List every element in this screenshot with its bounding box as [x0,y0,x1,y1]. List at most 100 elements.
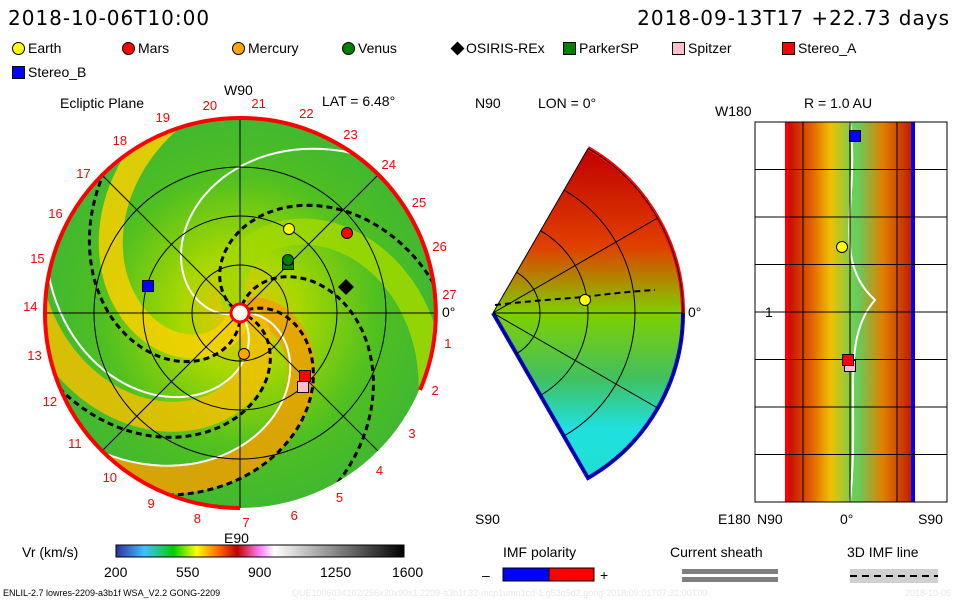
legend-label: Spitzer [688,40,732,56]
footer-model: ENLIL-2.7 lowres-2209-a3b1f WSA_V2.2 GON… [3,588,221,598]
radial-axis-0: 0° [840,511,854,527]
ecliptic-top-label: W90 [224,82,253,98]
day-label: 1 [444,336,452,352]
meridional-right-label: 0° [688,304,702,320]
ecliptic-right-label: 0° [442,304,456,320]
imf-line-label: 3D IMF line [847,544,919,560]
day-label: 24 [381,157,396,173]
radial-bottom-left-label: E180 [718,511,751,527]
imf-spiral-line [240,275,375,508]
imf-spiral-line [180,147,435,316]
radial-axis-s90: S90 [918,511,943,527]
imf-spiral-line [79,306,315,497]
circle-marker-icon [12,41,25,55]
legend-item-stereoa: Stereo_A [782,41,856,55]
mercury-marker-icon [238,348,250,360]
earth-marker-icon [283,223,295,235]
legend-item-mercury: Mercury [232,41,299,55]
imf-positive-swatch [548,567,595,582]
sun-icon [229,302,251,324]
imf-line-swatch [850,569,938,583]
square-marker-icon [12,65,25,79]
stereo-a-marker-icon [299,370,311,382]
legend-label: Mars [138,40,170,56]
day-label: 27 [442,287,457,303]
meridional-top-label: N90 [475,95,501,111]
day-label: 9 [147,495,155,511]
day-label: 23 [343,126,358,142]
ecliptic-plane-plot [43,115,438,510]
day-label: 20 [202,97,218,113]
imf-plus-label: + [600,567,609,583]
imf-polarity-label: IMF polarity [503,544,577,560]
day-label: 21 [251,96,266,112]
legend-label: Mercury [248,40,299,56]
day-label: 25 [411,195,427,211]
venus-marker-icon [282,254,294,266]
legend-item-osirisrex: OSIRIS-REx [450,40,545,56]
imf-polarity-ring-north [239,115,438,391]
current-sheath-swatch [682,569,778,574]
legend-item-stereob: Stereo_B [12,65,86,79]
radial-top-left-label: W180 [715,103,752,119]
day-label: 8 [193,511,202,527]
ecliptic-title: Ecliptic Plane [60,95,145,111]
stereo-b-marker-icon [142,280,154,292]
imf-polarity-ring-west [43,116,241,510]
legend-item-venus: Venus [342,41,397,55]
square-marker-icon [782,41,795,55]
legend-label: Earth [28,40,62,56]
circle-marker-icon [232,41,245,55]
legend-label: Stereo_B [28,64,87,80]
day-label: 16 [48,205,63,221]
stereo-a-marker-icon [842,354,854,366]
current-sheath-label: Current sheath [670,544,763,560]
day-label: 26 [432,239,447,255]
circle-marker-icon [122,41,135,55]
imf-spiral-line [218,203,435,370]
legend-label: Venus [358,40,397,56]
legend-label: Stereo_A [798,40,857,56]
day-label: 6 [290,508,298,524]
day-label: 15 [30,251,45,266]
day-label: 3 [408,426,416,442]
colorbar-tick: 550 [176,564,200,580]
footer-date: 2018-10-06 [905,588,952,598]
day-label: 14 [23,299,38,315]
earth-marker-icon [836,241,848,253]
colorbar-label: Vr (km/s) [22,544,79,560]
meridional-plot [491,146,686,481]
day-label: 4 [375,462,384,478]
longitude-label: LON = 0° [538,95,597,111]
osiris-rex-marker-icon [338,279,354,295]
day-label: 2 [431,383,439,399]
ecliptic-bottom-label: E90 [224,530,249,546]
footer-run-id: QUE1006034102/256x30x90x1.2209-a3b1f.32-… [292,588,708,598]
square-marker-icon [672,41,685,55]
day-label: 22 [299,106,314,122]
legend-item-spitzer: Spitzer [672,41,732,55]
earth-marker-icon [579,294,591,306]
day-label: 12 [42,394,58,410]
velocity-colorbar [115,544,405,558]
colorbar-tick: 200 [104,564,128,580]
day-label: 18 [112,133,128,149]
legend-label: OSIRIS-REx [466,40,545,56]
imf-spiral-line [45,312,292,467]
current-time: 2018-10-06T10:00 [8,6,211,30]
run-info: 2018-09-13T17 +22.73 days [637,6,950,30]
imf-minus-label: – [482,567,490,583]
radial-mid-label: 1 [765,304,773,320]
spitzer-marker-icon [297,381,309,393]
radial-axis-n90: N90 [757,511,783,527]
legend-label: ParkerSP [579,40,639,56]
meridional-bottom-label: S90 [475,511,500,527]
legend-item-parkersp: ParkerSP [563,41,639,55]
day-label: 13 [27,347,42,363]
legend-item-mars: Mars [122,41,169,55]
square-marker-icon [563,41,576,55]
radial-surface-plot [754,121,948,503]
day-label: 17 [76,165,91,181]
